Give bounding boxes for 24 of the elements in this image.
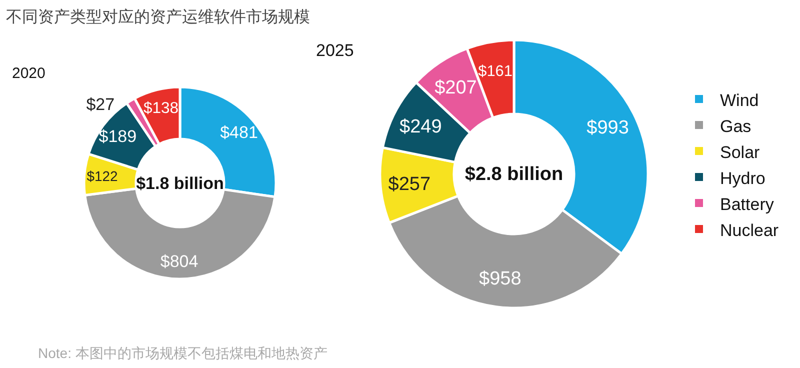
data-label: $804 xyxy=(160,252,198,271)
legend-label: Wind xyxy=(720,91,759,110)
data-label: $27 xyxy=(86,95,115,114)
data-label: $189 xyxy=(98,127,137,146)
text: $2.8 billion xyxy=(464,164,564,185)
data-label: $161 xyxy=(478,63,512,80)
legend-label: Nuclear xyxy=(720,221,779,240)
legend-label: Solar xyxy=(720,143,760,162)
data-label: $138 xyxy=(143,100,179,117)
chart-subtitle: 2020 xyxy=(12,65,46,82)
data-label: $257 xyxy=(388,174,431,195)
chart-title: 不同资产类型对应的资产运维软件市场规模 xyxy=(6,8,310,26)
data-label: $207 xyxy=(434,77,477,98)
legend-label: Hydro xyxy=(720,169,766,188)
text: Note: 本图中的市场规模不包括煤电和地热资产 xyxy=(38,345,328,361)
data-label: $958 xyxy=(479,268,522,290)
data-label: $249 xyxy=(400,116,442,138)
data-label: $122 xyxy=(86,168,118,184)
data-label: $481 xyxy=(220,122,258,142)
legend-label: Battery xyxy=(720,195,774,214)
text: $1.8 billion xyxy=(136,174,224,193)
legend-label: Gas xyxy=(720,117,752,136)
data-label: $993 xyxy=(586,117,629,138)
chart-title: 2025 xyxy=(316,41,354,60)
